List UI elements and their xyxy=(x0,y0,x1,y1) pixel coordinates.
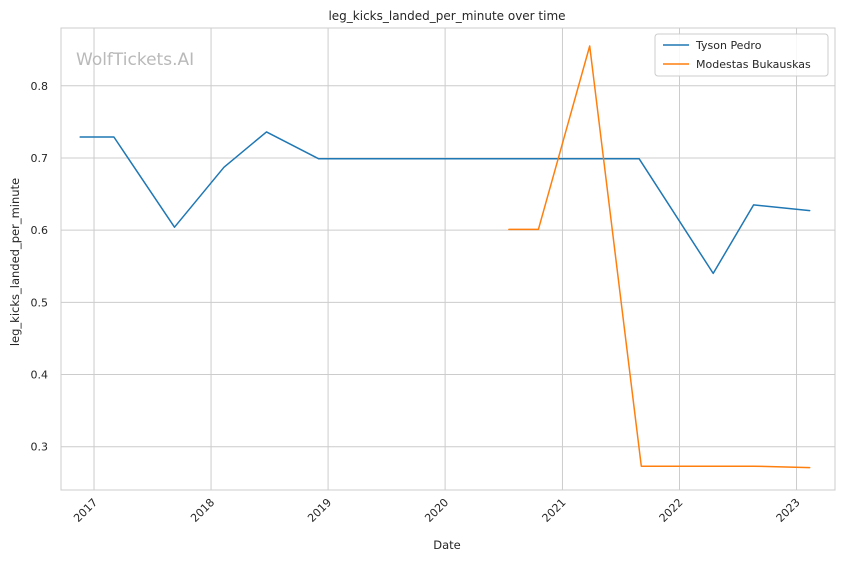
x-tick-label: 2021 xyxy=(540,496,569,525)
legend-label-modestas-bukauskas: Modestas Bukauskas xyxy=(696,58,811,71)
plot-frame xyxy=(60,27,836,491)
x-tick-label: 2018 xyxy=(188,496,217,525)
y-tick-labels: 0.3 0.4 0.5 0.6 0.7 0.8 xyxy=(31,80,49,454)
series-line-tyson-pedro xyxy=(79,131,811,275)
x-tick-label: 2019 xyxy=(305,496,334,525)
series-line-modestas-bukauskas xyxy=(508,45,811,469)
plot-background xyxy=(61,28,835,490)
grid xyxy=(61,28,835,490)
legend-box xyxy=(654,33,829,77)
x-tick-label: 2017 xyxy=(71,496,100,525)
x-tick-labels: 2017 2018 2019 2020 2021 2022 2023 xyxy=(71,496,802,525)
y-tick-label: 0.6 xyxy=(31,224,49,237)
y-tick-label: 0.7 xyxy=(31,152,49,165)
y-tick-label: 0.4 xyxy=(31,369,49,382)
x-axis-label: Date xyxy=(433,538,461,552)
legend-label-tyson-pedro: Tyson Pedro xyxy=(695,39,762,52)
y-tick-label: 0.3 xyxy=(31,441,49,454)
x-tick-label: 2023 xyxy=(774,496,803,525)
x-tick-label: 2022 xyxy=(657,496,686,525)
y-axis-label: leg_kicks_landed_per_minute xyxy=(8,178,22,346)
watermark: WolfTickets.AI xyxy=(76,50,194,70)
legend: Tyson Pedro Modestas Bukauskas xyxy=(654,33,829,77)
chart-title: leg_kicks_landed_per_minute over time xyxy=(328,9,565,23)
series-layer xyxy=(79,45,811,469)
y-tick-label: 0.5 xyxy=(31,296,49,309)
y-tick-label: 0.8 xyxy=(31,80,49,93)
x-tick-label: 2020 xyxy=(422,496,451,525)
